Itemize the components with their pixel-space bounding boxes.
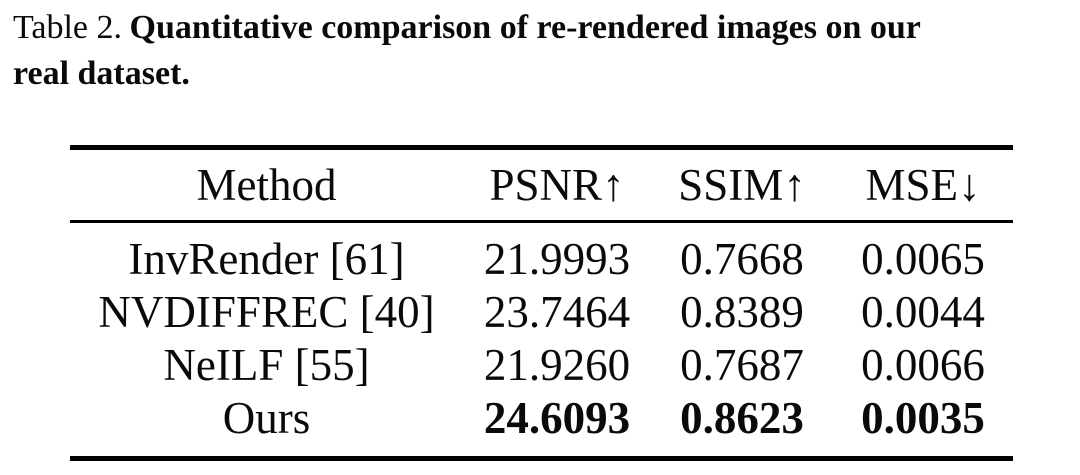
- method-cell: NVDIFFREC [40]: [98, 287, 435, 337]
- col-header-psnr: PSNR↑: [463, 147, 651, 223]
- table-row-nvdiffrec: NVDIFFREC [40] 23.7464 0.8389 0.0044: [70, 286, 1013, 339]
- header-row: Method PSNR↑ SSIM↑ MSE↓: [70, 147, 1013, 223]
- table-row-neilf: NeILF [55] 21.9260 0.7687 0.0066: [70, 339, 1013, 392]
- table-row-ours: Ours 24.6093 0.8623 0.0035: [70, 392, 1013, 459]
- caption-title-line2: real dataset.: [13, 55, 190, 92]
- method-cell: InvRender [61]: [128, 234, 405, 284]
- caption-title-line1: Quantitative comparison of re-rendered i…: [129, 9, 921, 46]
- mse-cell: 0.0035: [861, 393, 985, 443]
- psnr-cell: 21.9993: [483, 234, 631, 284]
- results-table: Method PSNR↑ SSIM↑ MSE↓ InvRender [61] 2…: [70, 145, 1013, 461]
- mse-cell: 0.0066: [861, 340, 985, 390]
- caption-label: Table 2.: [13, 9, 123, 46]
- table-caption: Table 2. Quantitative comparison of re-re…: [13, 5, 1073, 97]
- ssim-cell: 0.7668: [680, 234, 804, 284]
- method-cell: Ours: [222, 393, 311, 443]
- psnr-cell: 23.7464: [483, 287, 631, 337]
- ssim-cell: 0.8389: [680, 287, 804, 337]
- col-header-mse: MSE↓: [833, 147, 1013, 223]
- col-header-method: Method: [70, 147, 463, 223]
- mse-cell: 0.0065: [861, 234, 985, 284]
- table-row-invrender: InvRender [61] 21.9993 0.7668 0.0065: [70, 222, 1013, 287]
- psnr-cell: 21.9260: [483, 340, 631, 390]
- col-header-ssim: SSIM↑: [651, 147, 833, 223]
- ssim-cell: 0.8623: [680, 393, 804, 443]
- mse-cell: 0.0044: [861, 287, 985, 337]
- method-cell: NeILF [55]: [163, 340, 370, 390]
- psnr-cell: 24.6093: [483, 393, 631, 443]
- ssim-cell: 0.7687: [680, 340, 804, 390]
